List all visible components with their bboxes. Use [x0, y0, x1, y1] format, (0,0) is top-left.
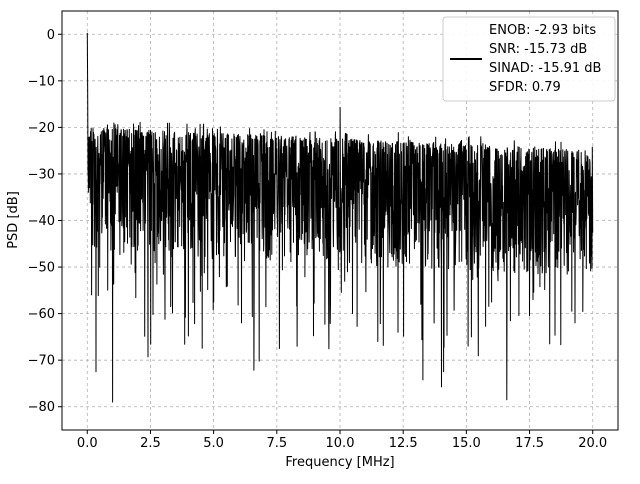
y-tick-label: −10 — [28, 74, 55, 89]
x-tick-label: 5.0 — [203, 436, 224, 451]
data-series-layer — [86, 32, 594, 403]
x-tick-label: 2.5 — [140, 436, 161, 451]
legend-entry-snr: SNR: -15.73 dB — [489, 42, 587, 57]
y-tick-label: −20 — [28, 121, 55, 136]
x-tick-label: 17.5 — [515, 436, 544, 451]
y-tick-label: 0 — [47, 28, 55, 43]
y-tick-label: −80 — [28, 400, 55, 415]
y-axis-label: PSD [dB] — [6, 191, 21, 249]
x-tick-label: 15.0 — [452, 436, 481, 451]
x-axis-label: Frequency [MHz] — [285, 455, 394, 470]
psd-trace — [86, 32, 594, 403]
x-tick-label: 12.5 — [389, 436, 418, 451]
x-tick-label: 7.5 — [266, 436, 287, 451]
y-tick-label: −60 — [28, 307, 55, 322]
x-tick-label: 0.0 — [77, 436, 98, 451]
y-tick-label: −40 — [28, 214, 55, 229]
legend-box — [442, 16, 616, 102]
y-tick-label: −50 — [28, 261, 55, 276]
x-tick-label: 20.0 — [578, 436, 607, 451]
legend-entry-sfdr: SFDR: 0.79 — [489, 80, 561, 95]
y-tick-label: −30 — [28, 167, 55, 182]
legend-entry-enob: ENOB: -2.93 bits — [489, 23, 596, 38]
ticks: 0.0 2.5 5.0 7.5 10.0 12.5 15.0 17.5 20.0 0 −10 −20 −… — [28, 28, 608, 451]
legend: ENOB: -2.93 bits SNR: -15.73 dB SINAD: -… — [442, 16, 616, 102]
x-tick-label: 10.0 — [326, 436, 355, 451]
legend-entry-sinad: SINAD: -15.91 dB — [489, 61, 601, 76]
y-tick-label: −70 — [28, 354, 55, 369]
